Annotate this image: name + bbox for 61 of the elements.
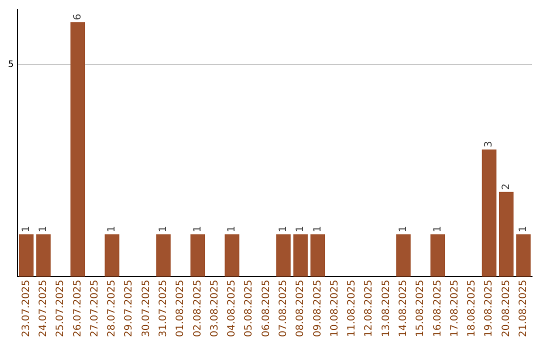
- bar: [310, 234, 326, 277]
- x-tick-label: 29.07.2025: [124, 280, 135, 338]
- data-label: 1: [398, 226, 410, 232]
- x-tick-label: 10.08.2025: [329, 280, 340, 338]
- bar: [499, 192, 514, 277]
- x-tick-label: 16.08.2025: [432, 280, 444, 338]
- x-tick-label: 27.07.2025: [89, 280, 100, 338]
- x-tick-label: 08.08.2025: [295, 280, 306, 338]
- data-label: 1: [192, 226, 204, 232]
- x-tick-label: 15.08.2025: [415, 280, 426, 338]
- x-tick-label: 25.07.2025: [55, 280, 66, 338]
- x-tick-label: 14.08.2025: [398, 280, 410, 338]
- bar: [430, 234, 445, 277]
- x-tick-label: 05.08.2025: [244, 280, 255, 338]
- bar: [516, 234, 531, 277]
- data-label: 1: [106, 226, 118, 232]
- x-tick-label: 02.08.2025: [192, 280, 204, 338]
- data-label: 6: [72, 14, 84, 20]
- x-tick-label: 21.08.2025: [518, 280, 530, 338]
- x-tick-label: 07.08.2025: [278, 280, 290, 338]
- x-tick-label: 17.08.2025: [449, 280, 460, 338]
- x-tick-label: 01.08.2025: [175, 280, 186, 338]
- bar: [190, 234, 206, 277]
- bar: [396, 234, 411, 277]
- x-tick-label: 12.08.2025: [364, 280, 375, 338]
- x-tick-label: 18.08.2025: [466, 280, 478, 338]
- x-tick-label: 31.07.2025: [158, 280, 170, 338]
- x-tick-label: 13.08.2025: [380, 280, 392, 338]
- data-label: 1: [278, 226, 290, 232]
- x-tick-label: 28.07.2025: [106, 280, 118, 338]
- x-tick-label: 03.08.2025: [209, 280, 220, 338]
- data-label: 2: [500, 184, 512, 190]
- data-label: 1: [432, 226, 444, 232]
- bar: [224, 234, 240, 277]
- x-tick-label: 23.07.2025: [20, 280, 32, 338]
- x-tick-label: 26.07.2025: [72, 280, 84, 338]
- bar: [104, 234, 120, 277]
- bar: [70, 22, 86, 277]
- bar: [276, 234, 291, 277]
- x-tick-label: 11.08.2025: [346, 280, 358, 338]
- bar: [482, 149, 496, 277]
- bar: [156, 234, 171, 277]
- y-tick-label: 5: [8, 60, 14, 70]
- bar: [19, 234, 34, 277]
- data-label: 1: [38, 226, 50, 232]
- x-tick-label: 19.08.2025: [484, 280, 495, 338]
- data-label: 1: [226, 226, 238, 232]
- x-tick-label: 30.07.2025: [140, 280, 152, 338]
- x-tick-label: 20.08.2025: [500, 280, 512, 338]
- data-label: 1: [295, 226, 306, 232]
- x-tick-label: 04.08.2025: [226, 280, 238, 338]
- data-label: 1: [158, 226, 170, 232]
- bar: [36, 234, 51, 277]
- data-label: 1: [20, 226, 32, 232]
- data-label: 3: [484, 141, 495, 148]
- x-tick-label: 06.08.2025: [260, 280, 272, 338]
- data-label: 1: [518, 226, 530, 232]
- bar: [293, 234, 308, 277]
- data-label: 1: [312, 226, 324, 232]
- x-tick-label: 09.08.2025: [312, 280, 324, 338]
- x-tick-label: 24.07.2025: [38, 280, 50, 338]
